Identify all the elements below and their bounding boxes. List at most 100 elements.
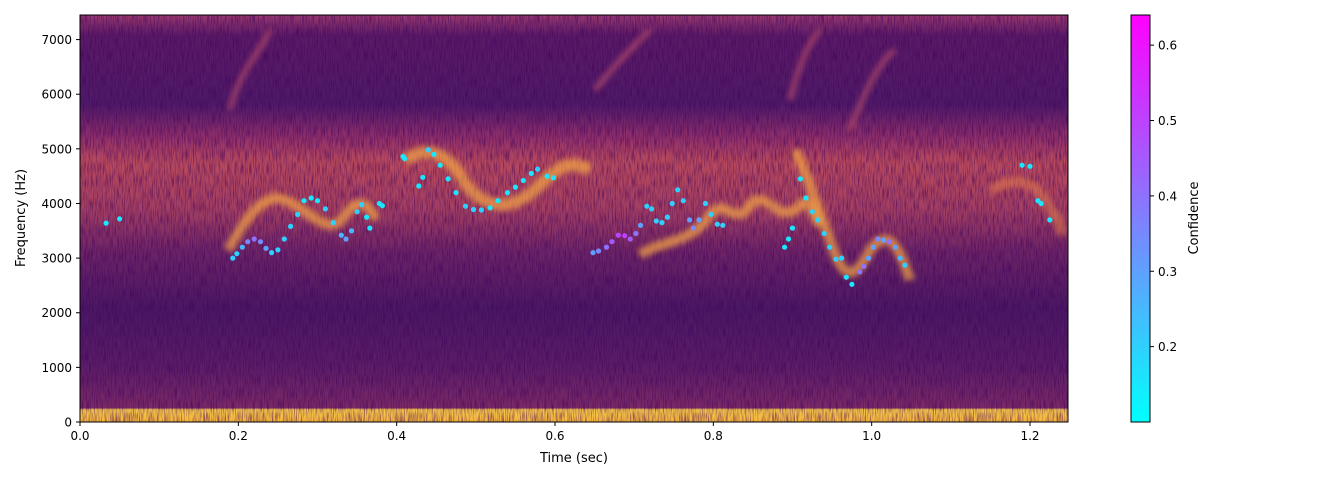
pitch-point bbox=[512, 184, 519, 190]
pitch-point bbox=[809, 209, 815, 215]
x-tick-label: 1.2 bbox=[1020, 429, 1039, 443]
pitch-point bbox=[833, 256, 839, 262]
pitch-point bbox=[637, 222, 644, 228]
pitch-point bbox=[785, 236, 792, 242]
pitch-point bbox=[478, 207, 484, 213]
x-tick-label: 0.8 bbox=[704, 429, 723, 443]
y-axis-label: Frequency (Hz) bbox=[14, 169, 29, 267]
x-axis-label: Time (sec) bbox=[539, 451, 608, 466]
pitch-point bbox=[257, 239, 264, 245]
pitch-point bbox=[301, 198, 307, 204]
pitch-point bbox=[633, 230, 639, 237]
y-axis: 0 1000 2000 3000 4000 5000 6000 7000 bbox=[41, 33, 80, 430]
colorbar-tick-label: 0.4 bbox=[1158, 189, 1177, 203]
pitch-point bbox=[644, 203, 650, 209]
y-tick-label: 6000 bbox=[41, 88, 72, 102]
colorbar-tick-label: 0.6 bbox=[1158, 39, 1177, 53]
pitch-point bbox=[281, 236, 287, 242]
pitch-point bbox=[504, 190, 511, 196]
pitch-point bbox=[470, 206, 477, 213]
pitch-point bbox=[520, 177, 526, 184]
pitch-point bbox=[875, 236, 881, 242]
pitch-point bbox=[251, 236, 257, 242]
pitch-point bbox=[528, 170, 534, 176]
pitch-point bbox=[690, 225, 697, 231]
pitch-point bbox=[234, 251, 240, 257]
spectrogram-background bbox=[80, 15, 1068, 422]
pitch-point bbox=[615, 232, 621, 238]
pitch-point bbox=[1038, 200, 1044, 207]
pitch-point bbox=[338, 232, 344, 238]
pitch-point bbox=[495, 198, 501, 204]
pitch-point bbox=[245, 239, 251, 245]
pitch-point bbox=[659, 220, 665, 226]
pitch-point bbox=[789, 225, 796, 231]
pitch-point bbox=[367, 225, 373, 231]
pitch-point bbox=[364, 214, 370, 220]
pitch-point bbox=[843, 274, 849, 280]
pitch-point bbox=[708, 211, 714, 217]
pitch-point bbox=[720, 222, 726, 228]
pitch-point bbox=[288, 223, 294, 229]
pitch-point bbox=[687, 217, 693, 223]
x-tick-label: 0.2 bbox=[229, 429, 248, 443]
pitch-point bbox=[416, 183, 422, 189]
pitch-point bbox=[354, 209, 360, 215]
pitch-point bbox=[902, 262, 908, 268]
pitch-point bbox=[669, 200, 675, 207]
pitch-point bbox=[664, 214, 671, 220]
pitch-point bbox=[1019, 162, 1025, 168]
pitch-point bbox=[453, 190, 459, 196]
pitch-point bbox=[653, 218, 659, 224]
y-tick-label: 0 bbox=[64, 416, 72, 430]
pitch-point bbox=[714, 221, 720, 227]
pitch-point bbox=[861, 263, 867, 269]
pitch-point bbox=[239, 244, 245, 250]
pitch-point bbox=[782, 244, 788, 250]
colorbar: 0.2 0.3 0.4 0.5 0.6 Confidence bbox=[1130, 14, 1202, 423]
pitch-point bbox=[680, 198, 686, 204]
y-tick-label: 3000 bbox=[41, 252, 72, 266]
pitch-point bbox=[263, 245, 269, 251]
pitch-point bbox=[348, 228, 355, 234]
pitch-point bbox=[275, 247, 281, 253]
pitch-point bbox=[622, 233, 628, 239]
pitch-point bbox=[330, 220, 336, 226]
pitch-point bbox=[865, 255, 872, 261]
pitch-point bbox=[603, 244, 610, 250]
colorbar-tick-label: 0.5 bbox=[1158, 114, 1177, 128]
plot-frame bbox=[79, 14, 1069, 423]
x-tick-label: 1.0 bbox=[862, 429, 881, 443]
pitch-point bbox=[595, 248, 602, 254]
x-tick-label: 0.0 bbox=[70, 429, 89, 443]
pitch-point bbox=[870, 244, 876, 250]
pitch-point bbox=[702, 200, 709, 207]
pitch-point bbox=[696, 217, 702, 223]
pitch-point bbox=[535, 166, 541, 172]
pitch-point bbox=[627, 236, 633, 242]
pitch-point bbox=[609, 239, 615, 245]
pitch-point bbox=[425, 147, 431, 153]
pitch-point bbox=[880, 237, 887, 243]
pitch-point bbox=[797, 176, 804, 182]
pitch-point bbox=[269, 250, 275, 256]
pitch-point bbox=[892, 244, 899, 250]
pitch-point bbox=[550, 175, 557, 181]
pitch-point bbox=[849, 281, 855, 287]
points-layer bbox=[103, 147, 1053, 287]
pitch-point bbox=[359, 202, 365, 208]
pitch-point bbox=[803, 195, 809, 201]
pitch-point bbox=[431, 151, 437, 157]
pitch-point bbox=[437, 162, 443, 168]
pitch-point bbox=[445, 176, 451, 182]
pitch-point bbox=[1027, 163, 1033, 169]
pitch-point bbox=[649, 206, 655, 212]
pitch-point bbox=[815, 217, 821, 223]
pitch-point bbox=[379, 203, 385, 209]
x-tick-label: 0.6 bbox=[545, 429, 564, 443]
pitch-point bbox=[827, 244, 833, 250]
pitch-point bbox=[402, 156, 408, 162]
pitch-point bbox=[117, 216, 123, 222]
pitch-point bbox=[230, 255, 236, 261]
